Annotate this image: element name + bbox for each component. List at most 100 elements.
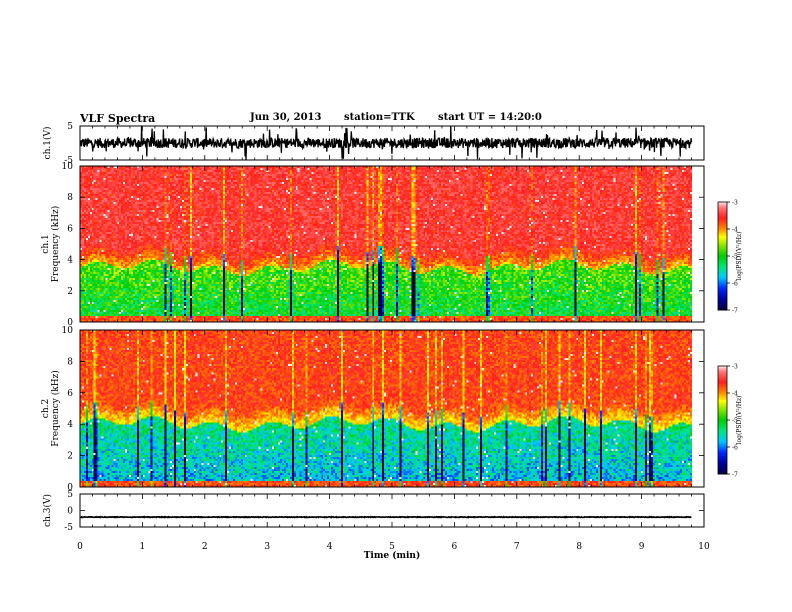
colorbar-segment: [718, 279, 727, 282]
colorbar-segment: [718, 416, 727, 419]
colorbar-segment: [718, 272, 727, 275]
colorbar-segment: [718, 436, 727, 439]
ylabel-frequency: Frequency (kHz): [50, 206, 61, 283]
colorbar-segment: [718, 221, 727, 225]
colorbar-segment: [718, 250, 727, 253]
x-tick-label: 9: [639, 542, 645, 552]
x-tick-label: 6: [452, 542, 458, 552]
colorbar-segment: [718, 297, 727, 300]
colorbar-segment: [718, 281, 727, 284]
colorbar-segment: [718, 367, 727, 371]
colorbar-segment: [718, 211, 727, 214]
colorbar-segment: [718, 402, 727, 405]
colorbar-segment: [718, 286, 727, 289]
colorbar-segment: [718, 207, 727, 210]
colorbar-segment: [718, 429, 727, 432]
colorbar-segment: [718, 232, 727, 235]
colorbar-segment: [718, 306, 727, 309]
y-tick-label: 2: [67, 287, 73, 297]
colorbar-segment: [718, 236, 727, 239]
colorbar-segment: [718, 380, 727, 383]
colorbar-segment: [718, 247, 727, 250]
colorbar-segment: [718, 299, 727, 302]
ylabel-voltage: ch.1(V): [42, 127, 53, 160]
colorbar-segment: [718, 439, 727, 443]
colorbar-segment: [718, 418, 727, 421]
colorbar-segment: [718, 438, 727, 441]
colorbar-segment: [718, 248, 727, 252]
colorbar-segment: [718, 252, 727, 255]
colorbar-segment: [718, 308, 727, 311]
colorbar-segment: [718, 385, 727, 389]
colorbar-segment: [718, 405, 727, 408]
y-tick-label: 0: [67, 483, 73, 493]
colorbar-segment: [718, 396, 727, 399]
colorbar-segment: [718, 448, 727, 452]
colorbar-segment: [718, 375, 727, 378]
colorbar-segment: [718, 454, 727, 457]
colorbar-segment: [718, 394, 727, 398]
ch1-spectrogram-image: [80, 166, 692, 322]
colorbar-segment: [718, 225, 727, 228]
colorbar-segment: [718, 376, 727, 380]
colorbar-segment: [718, 223, 727, 226]
y-tick-label: 0: [67, 318, 73, 328]
colorbar-segment: [718, 430, 727, 434]
x-tick-label: 5: [389, 542, 395, 552]
y-tick-label: 10: [62, 326, 74, 336]
colorbar-segment: [718, 270, 727, 273]
y-tick-label: 0: [67, 507, 73, 517]
date-label: Jun 30, 2013: [250, 112, 322, 123]
x-tick-label: 0: [77, 542, 83, 552]
colorbar-segment: [718, 292, 727, 295]
colorbar-segment: [718, 212, 727, 216]
colorbar-segment: [718, 261, 727, 264]
ch2-spectrogram-image: [80, 330, 692, 487]
colorbar-segment: [718, 470, 727, 473]
colorbar-segment: [718, 371, 727, 374]
colorbar-tick-label: -3: [732, 200, 738, 207]
colorbar-segment: [718, 238, 727, 241]
x-tick-label: 1: [140, 542, 146, 552]
x-tick-label: 2: [202, 542, 208, 552]
x-tick-label: 10: [698, 542, 710, 552]
colorbar-segment: [718, 234, 727, 237]
colorbar-tick-label: -5: [732, 418, 738, 425]
y-tick-label: 8: [67, 357, 73, 367]
y-tick-label: 4: [67, 420, 73, 430]
colorbar-tick-label: -7: [732, 308, 738, 315]
colorbar-segment: [718, 209, 727, 212]
ch1-waveform-trace: [79, 126, 693, 160]
ylabel-voltage: ch.3(V): [42, 494, 53, 527]
colorbar-segment: [718, 459, 727, 462]
colorbar-segment: [718, 452, 727, 455]
colorbar-segment: [718, 230, 727, 234]
colorbar-segment: [718, 414, 727, 417]
colorbar-segment: [718, 245, 727, 248]
y-tick-label: 2: [67, 452, 73, 462]
y-tick-label: 5: [67, 122, 73, 132]
colorbar-segment: [718, 420, 727, 423]
colorbar-segment: [718, 463, 727, 466]
x-tick-label: 8: [576, 542, 582, 552]
colorbar-segment: [718, 243, 727, 246]
colorbar-segment: [718, 461, 727, 464]
colorbar-segment: [718, 403, 727, 407]
colorbar-segment: [718, 256, 727, 259]
colorbar-segment: [718, 434, 727, 437]
x-tick-label: 4: [327, 542, 333, 552]
colorbar-tick-label: -7: [732, 472, 738, 479]
colorbar-tick-label: -3: [732, 364, 738, 371]
colorbar-segment: [718, 241, 727, 244]
y-tick-label: 6: [67, 224, 73, 234]
colorbar-segment: [718, 268, 727, 271]
x-tick-label: 7: [514, 542, 520, 552]
y-tick-label: 4: [67, 256, 73, 266]
y-tick-label: 6: [67, 389, 73, 399]
colorbar-segment: [718, 443, 727, 446]
colorbar-segment: [718, 304, 727, 307]
colorbar-segment: [718, 295, 727, 298]
colorbar-segment: [718, 227, 727, 230]
colorbar-segment: [718, 366, 727, 369]
